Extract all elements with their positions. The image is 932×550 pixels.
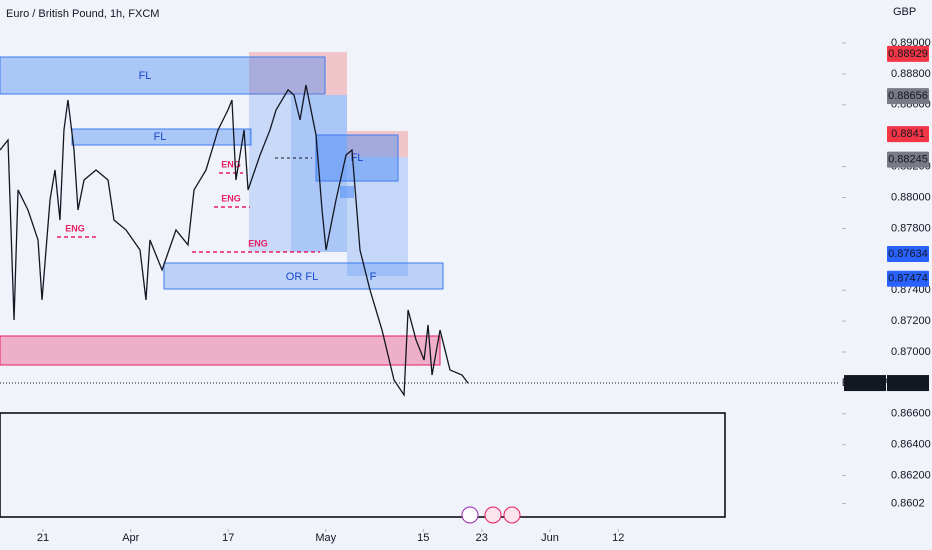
price-line bbox=[0, 84, 469, 397]
y-tick-label: 0.87400 bbox=[891, 284, 931, 296]
event-icon bbox=[461, 506, 479, 524]
y-tick-label: 0.87000 bbox=[891, 346, 931, 358]
price-tag-label: 0.87474 bbox=[888, 273, 928, 285]
x-tick-label: 23 bbox=[476, 532, 488, 544]
price-tag bbox=[887, 151, 929, 168]
symbol-label: EURGBP bbox=[842, 377, 888, 389]
y-tick-label: 0.87200 bbox=[891, 315, 931, 327]
price-tag bbox=[887, 375, 929, 392]
eng-label: ENG bbox=[65, 223, 85, 233]
x-tick-label: May bbox=[315, 532, 336, 544]
axis-unit: GBP bbox=[893, 6, 916, 18]
event-icon bbox=[503, 506, 521, 524]
price-tag-label: 0.86799 bbox=[888, 377, 928, 389]
zone-label: OR FL bbox=[286, 271, 318, 283]
box bbox=[0, 412, 726, 518]
y-tick-label: 0.88000 bbox=[891, 191, 931, 203]
eng-label: ENG bbox=[221, 159, 241, 169]
zone-label: FL bbox=[139, 70, 152, 82]
price-tag bbox=[887, 88, 929, 105]
y-tick-label: 0.8602 bbox=[891, 497, 925, 509]
zone bbox=[163, 262, 444, 290]
x-tick-label: 21 bbox=[37, 532, 49, 544]
zone-label: FL bbox=[351, 152, 364, 164]
price-tag-label: 0.8841 bbox=[891, 128, 925, 140]
event-icon bbox=[484, 506, 502, 524]
price-tag-label: 0.88245 bbox=[888, 154, 928, 166]
x-tick-label: Apr bbox=[122, 532, 139, 544]
y-tick-label: 0.86600 bbox=[891, 408, 931, 420]
zone bbox=[0, 335, 441, 366]
event-icons bbox=[461, 506, 521, 524]
zone bbox=[0, 56, 326, 95]
x-tick-label: 12 bbox=[612, 532, 624, 544]
price-tag bbox=[887, 45, 929, 62]
chart-title: Euro / British Pound, 1h, FXCM bbox=[6, 8, 159, 20]
price-tag bbox=[887, 126, 929, 143]
zone bbox=[315, 134, 399, 182]
y-tick-label: 0.86400 bbox=[891, 439, 931, 451]
price-tag-label: 0.87634 bbox=[888, 248, 928, 260]
y-tick-label: 0.89000 bbox=[891, 37, 931, 49]
x-tick-label: 15 bbox=[417, 532, 429, 544]
annotations: FL FL FL OR FL F ENG ENG ENG ENG bbox=[65, 70, 376, 283]
zone bbox=[340, 186, 354, 198]
price-tag bbox=[887, 246, 929, 263]
x-tick-label: Jun bbox=[541, 532, 559, 544]
zones bbox=[0, 52, 726, 518]
zone-label: FL bbox=[154, 131, 167, 143]
y-tick-label: 0.86200 bbox=[891, 470, 931, 482]
eng-label: ENG bbox=[248, 238, 268, 248]
x-tick-label: 17 bbox=[222, 532, 234, 544]
zone-label: F bbox=[370, 271, 377, 283]
y-tick-label: 0.88800 bbox=[891, 68, 931, 80]
y-tick-label: 0.87800 bbox=[891, 222, 931, 234]
price-tag-label: 0.88929 bbox=[888, 48, 928, 60]
price-tag bbox=[887, 270, 929, 287]
price-tag-label: 0.88656 bbox=[888, 90, 928, 102]
eng-label: ENG bbox=[221, 193, 241, 203]
zone bbox=[249, 52, 347, 95]
symbol-tag bbox=[844, 375, 886, 392]
